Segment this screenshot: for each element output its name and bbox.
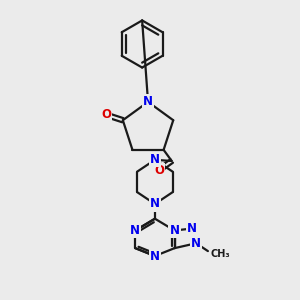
Text: N: N [191,237,201,250]
Text: N: N [187,222,197,235]
Text: O: O [101,108,111,121]
Text: N: N [169,224,179,237]
Text: N: N [150,197,160,211]
Text: N: N [143,95,153,108]
Text: N: N [130,224,140,237]
Text: N: N [150,250,160,262]
Text: O: O [154,164,164,177]
Text: N: N [150,153,160,166]
Text: CH₃: CH₃ [211,249,230,259]
